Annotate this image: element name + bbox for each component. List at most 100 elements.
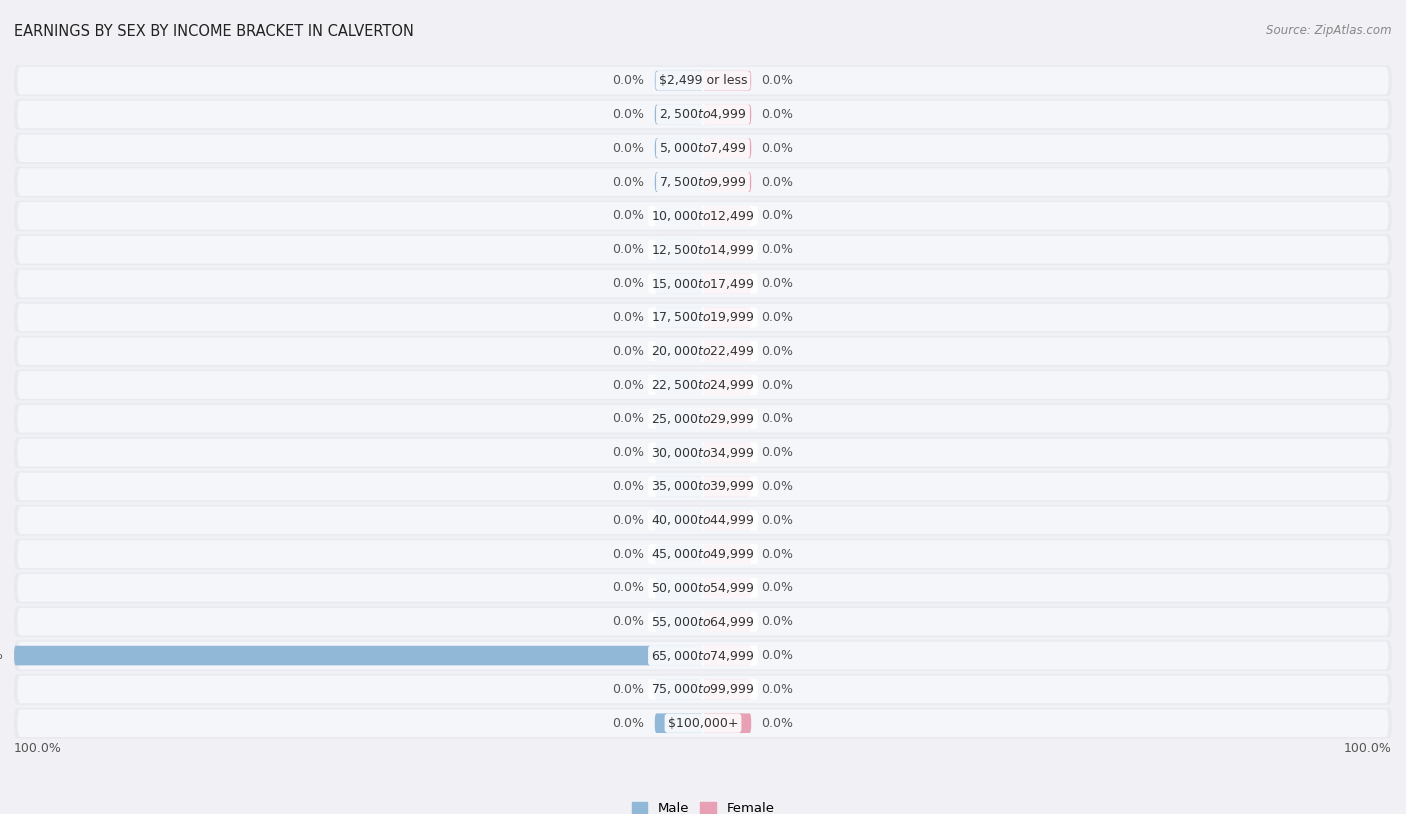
FancyBboxPatch shape [703,477,751,497]
FancyBboxPatch shape [17,202,1389,230]
FancyBboxPatch shape [655,612,703,632]
Text: 0.0%: 0.0% [613,446,644,459]
FancyBboxPatch shape [14,99,1392,129]
FancyBboxPatch shape [655,341,703,361]
Text: 0.0%: 0.0% [613,344,644,357]
Text: 0.0%: 0.0% [613,716,644,729]
FancyBboxPatch shape [655,510,703,530]
FancyBboxPatch shape [17,540,1389,568]
FancyBboxPatch shape [14,471,1392,501]
FancyBboxPatch shape [14,201,1392,231]
FancyBboxPatch shape [17,473,1389,501]
Text: 0.0%: 0.0% [762,581,793,594]
FancyBboxPatch shape [14,641,1392,671]
Text: 0.0%: 0.0% [762,311,793,324]
Text: $2,500 to $4,999: $2,500 to $4,999 [659,107,747,121]
FancyBboxPatch shape [14,302,1392,333]
FancyBboxPatch shape [14,646,703,665]
FancyBboxPatch shape [655,680,703,699]
FancyBboxPatch shape [17,506,1389,534]
FancyBboxPatch shape [14,606,1392,637]
FancyBboxPatch shape [655,477,703,497]
Text: 0.0%: 0.0% [613,548,644,561]
FancyBboxPatch shape [14,404,1392,434]
Text: 0.0%: 0.0% [762,548,793,561]
FancyBboxPatch shape [703,680,751,699]
FancyBboxPatch shape [703,308,751,327]
FancyBboxPatch shape [655,375,703,395]
FancyBboxPatch shape [14,505,1392,536]
FancyBboxPatch shape [703,545,751,564]
FancyBboxPatch shape [17,371,1389,399]
FancyBboxPatch shape [14,539,1392,569]
Text: 0.0%: 0.0% [613,277,644,290]
Text: 0.0%: 0.0% [762,379,793,392]
FancyBboxPatch shape [703,409,751,429]
Text: 0.0%: 0.0% [762,480,793,493]
Text: 0.0%: 0.0% [613,74,644,87]
FancyBboxPatch shape [703,206,751,225]
Text: $30,000 to $34,999: $30,000 to $34,999 [651,445,755,460]
FancyBboxPatch shape [17,304,1389,331]
Text: $40,000 to $44,999: $40,000 to $44,999 [651,514,755,527]
Text: 0.0%: 0.0% [762,683,793,696]
Text: 100.0%: 100.0% [14,742,62,755]
FancyBboxPatch shape [14,65,1392,96]
Text: 0.0%: 0.0% [613,413,644,426]
FancyBboxPatch shape [17,337,1389,365]
FancyBboxPatch shape [17,709,1389,737]
FancyBboxPatch shape [655,138,703,158]
Text: $15,000 to $17,499: $15,000 to $17,499 [651,277,755,291]
Text: 0.0%: 0.0% [762,446,793,459]
FancyBboxPatch shape [655,274,703,293]
Text: $100,000+: $100,000+ [668,716,738,729]
Text: $5,000 to $7,499: $5,000 to $7,499 [659,142,747,155]
Text: 0.0%: 0.0% [613,615,644,628]
FancyBboxPatch shape [17,608,1389,636]
Text: $22,500 to $24,999: $22,500 to $24,999 [651,378,755,392]
FancyBboxPatch shape [655,308,703,327]
FancyBboxPatch shape [703,173,751,192]
Text: 0.0%: 0.0% [762,514,793,527]
FancyBboxPatch shape [703,443,751,462]
FancyBboxPatch shape [703,240,751,260]
FancyBboxPatch shape [17,439,1389,466]
FancyBboxPatch shape [655,443,703,462]
FancyBboxPatch shape [655,240,703,260]
Text: 0.0%: 0.0% [762,108,793,121]
FancyBboxPatch shape [655,105,703,125]
FancyBboxPatch shape [703,510,751,530]
FancyBboxPatch shape [655,713,703,733]
FancyBboxPatch shape [655,545,703,564]
Text: 0.0%: 0.0% [762,142,793,155]
FancyBboxPatch shape [17,641,1389,669]
FancyBboxPatch shape [14,708,1392,738]
FancyBboxPatch shape [655,71,703,90]
Text: 0.0%: 0.0% [762,176,793,189]
Text: 0.0%: 0.0% [613,480,644,493]
FancyBboxPatch shape [17,134,1389,162]
Legend: Male, Female: Male, Female [626,796,780,814]
Text: 0.0%: 0.0% [762,277,793,290]
Text: 0.0%: 0.0% [613,108,644,121]
FancyBboxPatch shape [17,405,1389,433]
FancyBboxPatch shape [14,370,1392,400]
Text: 0.0%: 0.0% [762,716,793,729]
Text: 0.0%: 0.0% [613,514,644,527]
FancyBboxPatch shape [14,167,1392,197]
FancyBboxPatch shape [703,646,751,665]
FancyBboxPatch shape [703,105,751,125]
FancyBboxPatch shape [14,573,1392,603]
FancyBboxPatch shape [655,206,703,225]
FancyBboxPatch shape [703,578,751,597]
Text: $35,000 to $39,999: $35,000 to $39,999 [651,479,755,493]
Text: $12,500 to $14,999: $12,500 to $14,999 [651,243,755,256]
Text: Source: ZipAtlas.com: Source: ZipAtlas.com [1267,24,1392,37]
Text: EARNINGS BY SEX BY INCOME BRACKET IN CALVERTON: EARNINGS BY SEX BY INCOME BRACKET IN CAL… [14,24,413,39]
FancyBboxPatch shape [703,71,751,90]
FancyBboxPatch shape [14,269,1392,299]
FancyBboxPatch shape [703,274,751,293]
FancyBboxPatch shape [703,138,751,158]
FancyBboxPatch shape [655,173,703,192]
Text: $25,000 to $29,999: $25,000 to $29,999 [651,412,755,426]
